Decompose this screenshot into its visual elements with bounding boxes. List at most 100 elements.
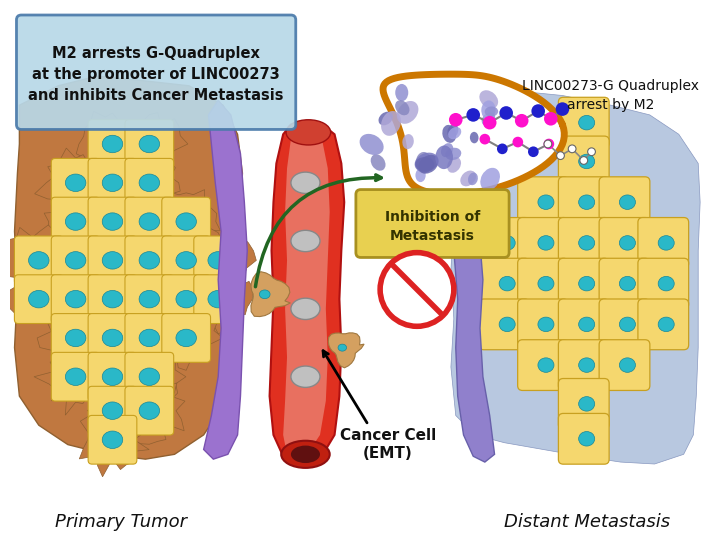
Ellipse shape xyxy=(103,368,123,386)
Ellipse shape xyxy=(103,174,123,191)
Circle shape xyxy=(580,157,588,164)
Ellipse shape xyxy=(291,230,320,252)
FancyBboxPatch shape xyxy=(559,136,609,187)
Polygon shape xyxy=(74,189,145,257)
Ellipse shape xyxy=(448,127,461,139)
Ellipse shape xyxy=(579,317,594,332)
Polygon shape xyxy=(37,308,106,369)
Ellipse shape xyxy=(482,113,495,126)
FancyBboxPatch shape xyxy=(559,258,609,309)
FancyBboxPatch shape xyxy=(638,258,688,309)
Polygon shape xyxy=(80,300,143,373)
Ellipse shape xyxy=(381,111,401,136)
Circle shape xyxy=(380,252,454,326)
Ellipse shape xyxy=(176,290,196,308)
Polygon shape xyxy=(191,262,254,333)
Polygon shape xyxy=(118,188,189,252)
Ellipse shape xyxy=(415,157,435,171)
Ellipse shape xyxy=(139,252,160,269)
FancyBboxPatch shape xyxy=(52,353,100,401)
Ellipse shape xyxy=(338,344,346,351)
Polygon shape xyxy=(6,262,69,325)
FancyBboxPatch shape xyxy=(479,258,530,309)
Circle shape xyxy=(467,108,480,122)
Ellipse shape xyxy=(397,101,419,124)
FancyBboxPatch shape xyxy=(52,313,100,362)
Circle shape xyxy=(531,104,545,118)
FancyBboxPatch shape xyxy=(52,275,100,324)
FancyBboxPatch shape xyxy=(162,313,211,362)
FancyBboxPatch shape xyxy=(162,275,211,324)
Ellipse shape xyxy=(480,168,500,190)
Ellipse shape xyxy=(139,213,160,230)
Ellipse shape xyxy=(29,290,49,308)
Ellipse shape xyxy=(139,368,160,386)
Circle shape xyxy=(544,140,552,148)
Ellipse shape xyxy=(286,120,331,145)
FancyBboxPatch shape xyxy=(479,218,530,268)
Circle shape xyxy=(569,145,576,153)
Ellipse shape xyxy=(176,213,196,230)
Ellipse shape xyxy=(619,236,635,250)
FancyBboxPatch shape xyxy=(559,299,609,350)
Ellipse shape xyxy=(447,157,461,173)
FancyBboxPatch shape xyxy=(479,299,530,350)
Ellipse shape xyxy=(65,290,86,308)
FancyBboxPatch shape xyxy=(88,236,137,285)
Polygon shape xyxy=(14,76,242,459)
Ellipse shape xyxy=(208,252,229,269)
Ellipse shape xyxy=(139,174,160,191)
Ellipse shape xyxy=(470,132,478,143)
FancyBboxPatch shape xyxy=(518,299,569,350)
Ellipse shape xyxy=(468,172,478,185)
Ellipse shape xyxy=(402,134,414,149)
Ellipse shape xyxy=(579,195,594,209)
Ellipse shape xyxy=(579,397,594,411)
FancyBboxPatch shape xyxy=(125,353,174,401)
FancyBboxPatch shape xyxy=(599,339,650,391)
Circle shape xyxy=(483,116,496,129)
Ellipse shape xyxy=(419,155,439,174)
Polygon shape xyxy=(383,74,564,194)
Ellipse shape xyxy=(139,329,160,347)
Polygon shape xyxy=(147,190,220,263)
Ellipse shape xyxy=(579,431,594,446)
Ellipse shape xyxy=(485,107,498,116)
Ellipse shape xyxy=(579,115,594,130)
Circle shape xyxy=(556,102,569,116)
FancyBboxPatch shape xyxy=(518,218,569,268)
Polygon shape xyxy=(44,183,113,258)
Ellipse shape xyxy=(619,358,635,372)
Polygon shape xyxy=(80,224,152,290)
Ellipse shape xyxy=(291,446,320,463)
Ellipse shape xyxy=(103,402,123,419)
Polygon shape xyxy=(76,267,143,338)
Text: Distant Metastasis: Distant Metastasis xyxy=(503,513,670,531)
Polygon shape xyxy=(86,380,150,447)
FancyBboxPatch shape xyxy=(356,189,509,257)
Ellipse shape xyxy=(65,368,86,386)
Ellipse shape xyxy=(379,112,393,125)
Ellipse shape xyxy=(579,236,594,250)
FancyBboxPatch shape xyxy=(599,177,650,227)
FancyBboxPatch shape xyxy=(559,177,609,227)
Polygon shape xyxy=(76,112,152,178)
FancyBboxPatch shape xyxy=(125,197,174,246)
FancyBboxPatch shape xyxy=(518,177,569,227)
Ellipse shape xyxy=(416,152,432,174)
FancyBboxPatch shape xyxy=(52,158,100,207)
FancyBboxPatch shape xyxy=(599,258,650,309)
Circle shape xyxy=(556,152,564,159)
Ellipse shape xyxy=(415,169,426,182)
Polygon shape xyxy=(1,225,69,286)
Ellipse shape xyxy=(499,276,516,291)
Ellipse shape xyxy=(291,366,320,387)
Ellipse shape xyxy=(208,290,229,308)
Polygon shape xyxy=(118,349,186,406)
Ellipse shape xyxy=(360,134,384,155)
Ellipse shape xyxy=(579,276,594,291)
FancyBboxPatch shape xyxy=(125,386,174,435)
Ellipse shape xyxy=(139,402,160,419)
Ellipse shape xyxy=(103,252,123,269)
FancyBboxPatch shape xyxy=(125,275,174,324)
